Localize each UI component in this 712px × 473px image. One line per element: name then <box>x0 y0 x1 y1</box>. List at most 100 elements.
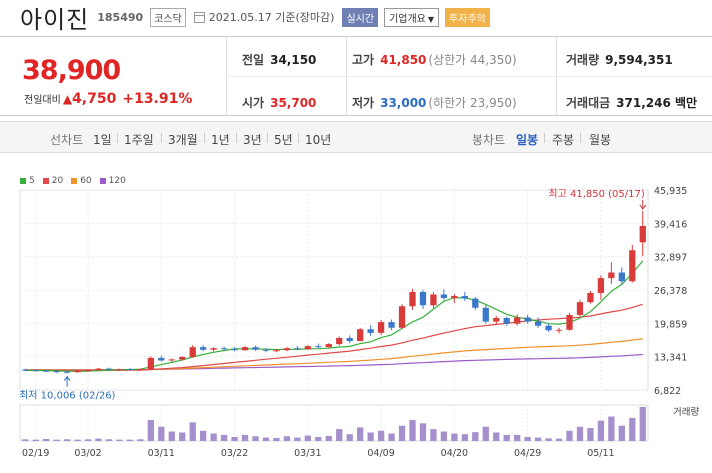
change-percent: +13.91% <box>122 91 193 107</box>
tab-monthly[interactable]: 월봉 <box>589 133 612 147</box>
volume-bar <box>430 429 437 441</box>
candle-body <box>315 346 322 348</box>
volume-bar <box>262 437 270 441</box>
candle-body <box>74 370 81 373</box>
volume-bar <box>179 432 186 441</box>
volume-bar <box>105 439 113 441</box>
y-tick-label: 6,822 <box>654 386 681 397</box>
volume-bar <box>597 420 605 441</box>
tab-1year[interactable]: 1년 <box>211 133 230 147</box>
candle-body <box>32 370 39 372</box>
candle-body <box>304 346 311 350</box>
candle-body <box>514 317 521 324</box>
legend-label: 5 <box>29 176 35 186</box>
volume-bar <box>189 422 196 441</box>
volume-bar <box>566 430 573 441</box>
volume-bar <box>220 434 228 441</box>
ma60-line <box>25 338 643 371</box>
candle-body <box>262 349 270 351</box>
ma20-line <box>25 303 643 372</box>
volume-bar <box>294 437 301 441</box>
x-tick-label: 04/29 <box>514 448 541 459</box>
candle-body <box>629 250 636 282</box>
company-overview-dropdown[interactable]: 기업개요 ▼ <box>384 7 440 27</box>
tab-1week[interactable]: 1주일 <box>124 133 154 147</box>
price-summary: 38,900 전일대비 ▲4,750 +13.91% 전일 34,150 고가 41,8… <box>0 36 712 116</box>
chevron-down-icon: ▼ <box>427 14 435 24</box>
volume-bar <box>440 431 448 441</box>
candle-body <box>461 296 468 299</box>
candle-body <box>472 298 479 308</box>
tab-3month[interactable]: 3개월 <box>168 133 198 147</box>
tab-1day[interactable]: 1일 <box>93 133 112 147</box>
company-overview-label: 기업개요 <box>389 13 426 25</box>
volume-bar <box>304 435 311 441</box>
volume-bar <box>283 436 291 441</box>
volume-bar <box>43 438 50 441</box>
legend-label: 20 <box>51 176 64 186</box>
volume-bar <box>451 433 458 441</box>
upper-limit: (상한가 44,350) <box>428 53 517 67</box>
candle-body <box>451 296 458 299</box>
candle-body <box>482 307 489 322</box>
line-chart-label: 선차트 <box>50 133 84 147</box>
change-value: 4,750 <box>72 91 117 107</box>
y-tick-label: 13,341 <box>654 353 687 364</box>
tab-separator <box>204 133 205 143</box>
legend-label: 60 <box>80 176 92 186</box>
tab-separator <box>267 133 268 143</box>
candle-body <box>200 347 207 350</box>
volume-bar <box>346 434 353 441</box>
volume-bar <box>63 439 71 441</box>
price-change: 전일대비 ▲4,750 +13.91% <box>24 91 192 107</box>
tab-separator <box>161 133 162 143</box>
tab-10year[interactable]: 10년 <box>305 133 332 147</box>
volume-bar <box>576 426 584 441</box>
volume-bar <box>231 436 238 441</box>
candle-body <box>503 318 510 324</box>
volume-value: 9,594,351 <box>605 53 673 67</box>
tab-3year[interactable]: 3년 <box>243 133 262 147</box>
lower-limit: (하한가 23,950) <box>428 96 517 110</box>
volume-bar <box>241 434 249 441</box>
candle-body <box>534 321 542 326</box>
candle-body <box>84 370 92 372</box>
candle-body <box>639 225 646 243</box>
candle-body <box>220 348 228 350</box>
up-triangle-icon: ▲ <box>62 92 73 106</box>
candle-body <box>158 357 165 361</box>
candle-body <box>283 348 291 351</box>
candle-body <box>179 356 186 360</box>
candle-body <box>210 348 217 350</box>
candle-body <box>241 347 249 351</box>
volume-bar <box>315 436 322 441</box>
volume-bar <box>398 425 406 441</box>
volume-bar <box>377 430 385 441</box>
trade-amount: 거래대금 371,246 백만 <box>566 94 697 111</box>
y-tick-label: 26,378 <box>654 286 687 297</box>
divider <box>226 76 712 77</box>
volume-bar <box>53 439 60 441</box>
volume-bar <box>74 439 81 441</box>
candle-body <box>377 322 385 333</box>
change-label: 전일대비 <box>24 95 61 106</box>
candle-body <box>555 329 563 331</box>
tab-daily[interactable]: 일봉 <box>516 133 539 147</box>
legend-swatch <box>42 178 49 184</box>
tab-weekly[interactable]: 주봉 <box>552 133 575 147</box>
volume-bar <box>200 430 207 441</box>
tab-separator <box>236 133 237 143</box>
candle-body <box>273 350 280 352</box>
current-price: 38,900 <box>22 55 121 86</box>
realtime-button[interactable]: 실시간 <box>342 7 379 27</box>
candle-body <box>231 349 238 351</box>
tab-5year[interactable]: 5년 <box>274 133 293 147</box>
candle-body <box>597 278 605 293</box>
volume-bar <box>639 407 646 441</box>
stock-header: 아이진 185490 코스닥 2021.05.17 기준(장마감) 실시간 기업… <box>0 0 712 34</box>
y-tick-label: 45,935 <box>654 186 687 197</box>
volume-bar <box>409 419 416 441</box>
volume-bar <box>95 438 102 441</box>
low-price: 저가 33,000 (하한가 23,950) <box>352 94 517 111</box>
